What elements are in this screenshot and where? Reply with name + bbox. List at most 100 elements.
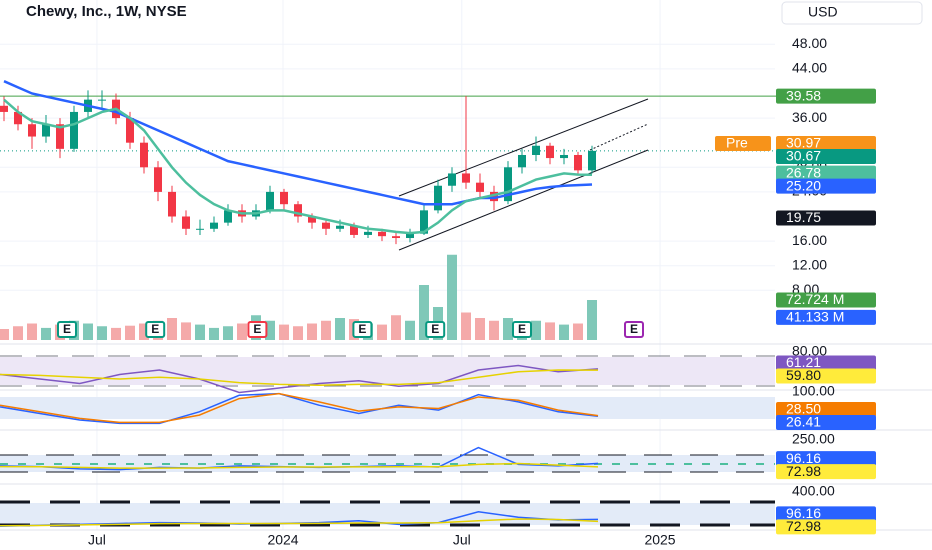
volume-bar: [447, 254, 457, 340]
candle-body: [294, 204, 302, 217]
candle-body: [392, 236, 400, 239]
earnings-label: E: [518, 322, 526, 336]
candle-body: [448, 173, 456, 186]
price-tag: [776, 135, 876, 151]
candle-body: [322, 222, 330, 229]
candle-body: [476, 182, 484, 192]
volume-bar: [181, 322, 191, 340]
earnings-badge: [512, 321, 532, 338]
candle-body: [518, 154, 526, 168]
candle-body: [210, 222, 218, 229]
volume-bar: [307, 323, 317, 340]
earnings-badge: [624, 321, 644, 338]
currency[interactable]: USD: [808, 4, 838, 20]
price-tag: [776, 414, 876, 430]
candle-body: [140, 142, 148, 168]
price-tag-label: 19.75: [786, 209, 821, 225]
price-tag-label: 26.78: [786, 164, 821, 180]
volume-bar: [195, 324, 205, 340]
earnings-label: E: [151, 322, 159, 336]
price-tag: [776, 148, 876, 164]
volume-bar: [489, 320, 499, 340]
earnings-label: E: [253, 322, 261, 336]
indicator-line: [0, 518, 599, 527]
price-tag: [776, 506, 876, 522]
price-tag-label: 72.724 M: [786, 291, 844, 307]
volume-bar: [475, 318, 485, 340]
volume-bar: [391, 315, 401, 340]
pre-tag: [715, 135, 771, 151]
price-tag-label: 72.98: [786, 518, 821, 534]
price-tag: [776, 451, 876, 467]
volume-bar: [125, 325, 135, 340]
price-tag: [776, 292, 876, 308]
y-tick-label: 16.00: [792, 232, 827, 248]
pane4-band: [0, 503, 775, 525]
price-tag: [776, 88, 876, 104]
candle-body: [14, 111, 22, 125]
candle-body: [462, 173, 470, 183]
volume-bar: [265, 320, 275, 340]
indicator-line: [0, 392, 599, 424]
volume-bar: [139, 323, 149, 340]
y-tick-label: 100.00: [792, 383, 835, 399]
y-tick-label: 44.00: [792, 60, 827, 76]
earnings-label: E: [358, 322, 366, 336]
y-tick-label: 400.00: [792, 483, 835, 499]
candle-body: [434, 185, 442, 211]
candle-body: [42, 124, 50, 137]
earnings-label: E: [630, 322, 638, 336]
currency-button[interactable]: [781, 1, 923, 25]
earnings-badge: [145, 321, 166, 338]
volume-bar: [559, 324, 569, 340]
candle-body: [560, 154, 568, 159]
price-tag-label: 96.16: [786, 505, 821, 521]
candle-body: [182, 216, 190, 229]
candle-body: [336, 225, 344, 229]
price-tag-label: 30.67: [786, 148, 821, 164]
y-tick-label: 12.00: [792, 256, 827, 272]
price-tag: [776, 464, 876, 480]
price-tag: [776, 519, 876, 535]
candle-body: [378, 231, 386, 237]
volume-bar: [97, 326, 107, 340]
earnings-badge: [57, 321, 77, 338]
price-tag: [776, 368, 876, 384]
channel-mid: [589, 123, 649, 151]
price-tag-label: 61.21: [786, 354, 821, 370]
volume-bar: [27, 323, 37, 340]
volume-bar: [279, 324, 289, 340]
volume-bar: [335, 318, 345, 340]
price-tag-label: 39.58: [786, 87, 821, 103]
x-tick-label: 2025: [644, 532, 675, 548]
volume-bar: [503, 318, 513, 340]
candle-body: [420, 210, 428, 234]
volume-bar: [405, 320, 415, 340]
price-tag-label: 26.41: [786, 414, 821, 430]
volume-bar: [209, 327, 219, 340]
candle-body: [490, 191, 498, 202]
volume-bar: [531, 320, 541, 340]
volume-bar: [321, 320, 331, 340]
y-tick-label: 80.00: [792, 343, 827, 359]
price-tag: [776, 309, 876, 325]
price-tag: [776, 178, 876, 194]
indicator-line: [0, 462, 599, 469]
candle-body: [504, 167, 512, 202]
y-tick-label: 250.00: [792, 431, 835, 447]
volume-bar: [461, 312, 471, 340]
indicator-line: [0, 369, 599, 387]
volume-bar: [223, 326, 233, 340]
price-tag-label: 59.80: [786, 367, 821, 383]
earnings-badge: [247, 321, 268, 338]
volume-bar: [111, 327, 121, 340]
x-tick-label: Jul: [88, 532, 106, 548]
candle-body: [364, 231, 372, 235]
moving-average: [3, 80, 593, 206]
volume-bar: [587, 300, 597, 340]
volume-bar: [573, 323, 583, 340]
channel-line: [398, 149, 649, 251]
price-tag: [776, 401, 876, 417]
